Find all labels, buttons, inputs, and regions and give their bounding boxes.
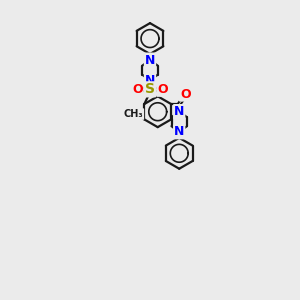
Text: O: O [180, 88, 190, 100]
Text: O: O [157, 83, 168, 96]
Text: N: N [145, 74, 155, 87]
Text: N: N [145, 53, 155, 67]
Text: S: S [145, 82, 155, 96]
Text: CH₃: CH₃ [124, 109, 143, 119]
Text: N: N [174, 105, 184, 118]
Text: N: N [174, 125, 184, 138]
Text: O: O [132, 83, 143, 96]
